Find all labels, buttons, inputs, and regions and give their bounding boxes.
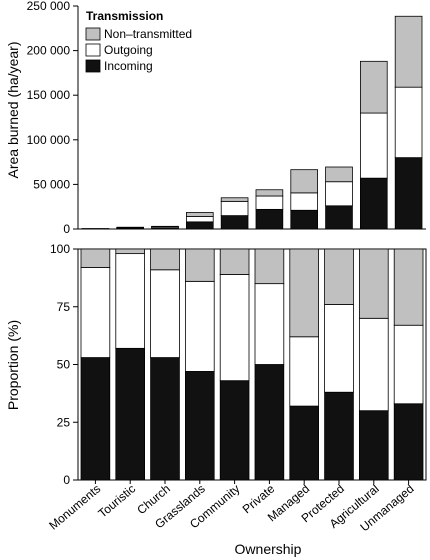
bottom-bar-grasslands-non-transmitted [184, 248, 215, 282]
bottom-bar-church-non-transmitted [150, 248, 180, 271]
top-bar-community-non-transmitted [220, 197, 249, 202]
top-panel-area-burned: 0 50 000 100 000 150 000 200 000 250 000 [27, 0, 426, 236]
bottom-bar-agricultural-outgoing [358, 317, 389, 412]
bottom-y-tick-label: 75 [57, 300, 71, 314]
top-bar-protected-non-transmitted [325, 166, 353, 183]
legend-label-incoming: Incoming [104, 59, 153, 73]
top-bar-unmanaged-non-transmitted [394, 15, 423, 88]
legend-swatch-outgoing [85, 43, 101, 57]
top-y-tick-label: 0 [63, 222, 70, 236]
bottom-y-tick-label: 0 [63, 473, 70, 487]
bottom-bar-unmanaged-outgoing [393, 324, 424, 405]
bottom-bar-managed-non-transmitted [289, 248, 319, 338]
top-bar-protected-incoming [325, 205, 353, 230]
top-bar-agricultural-non-transmitted [359, 60, 388, 114]
bottom-panel-proportion: 0255075100MonumentsTouristicChurchGrassl… [46, 242, 427, 534]
legend-swatch-non-transmitted [85, 27, 101, 41]
top-bar-unmanaged-outgoing [394, 86, 423, 159]
top-bar-community-outgoing [220, 200, 249, 217]
bottom-bar-monuments-outgoing [80, 267, 111, 358]
bottom-bar-managed-outgoing [289, 336, 319, 407]
bottom-bar-grasslands-outgoing [184, 280, 215, 372]
bottom-bar-touristic-non-transmitted [115, 248, 146, 255]
bottom-bar-community-non-transmitted [219, 248, 250, 275]
bottom-bar-community-incoming [219, 380, 250, 481]
bottom-bar-protected-non-transmitted [324, 248, 354, 305]
top-y-tick-label: 250 000 [27, 0, 71, 13]
bottom-bar-protected-incoming [324, 391, 354, 481]
top-bar-community-incoming [220, 215, 249, 230]
bottom-bar-private-outgoing [254, 283, 285, 365]
top-bar-grasslands-outgoing [185, 216, 214, 223]
x-tick-label-touristic: Touristic [95, 482, 138, 521]
bottom-bar-agricultural-non-transmitted [358, 248, 389, 319]
y-axis-label-proportion: Proportion (%) [5, 320, 21, 410]
top-bar-private-non-transmitted [255, 189, 284, 197]
bottom-bar-protected-outgoing [324, 304, 354, 393]
legend-title: Transmission [86, 9, 163, 23]
bottom-bar-touristic-outgoing [115, 253, 146, 349]
legend-swatch-incoming [85, 59, 101, 73]
bottom-y-tick-label: 100 [50, 242, 70, 256]
top-bar-protected-outgoing [325, 181, 353, 207]
x-tick-label-monuments: Monuments [46, 482, 103, 533]
top-bar-agricultural-incoming [359, 177, 388, 230]
x-axis-label-ownership: Ownership [235, 541, 302, 557]
bottom-bar-monuments-non-transmitted [80, 248, 111, 268]
top-bar-managed-incoming [290, 209, 318, 230]
top-bar-grasslands-incoming [185, 221, 214, 230]
bottom-bar-monuments-incoming [80, 357, 111, 481]
bottom-bar-unmanaged-non-transmitted [393, 248, 424, 326]
bottom-bar-touristic-incoming [115, 347, 146, 481]
bottom-bar-unmanaged-incoming [393, 403, 424, 481]
legend-label-outgoing: Outgoing [104, 43, 153, 57]
top-y-tick-label: 50 000 [33, 177, 70, 191]
bottom-bar-private-non-transmitted [254, 248, 285, 285]
top-y-tick-label: 150 000 [27, 88, 71, 102]
legend: Transmission Non–transmitted Outgoing Incom… [85, 9, 192, 73]
bottom-bar-grasslands-incoming [184, 371, 215, 481]
bottom-bar-agricultural-incoming [358, 410, 389, 481]
top-y-tick-label: 200 000 [27, 44, 71, 58]
bottom-y-tick-label: 50 [57, 358, 71, 372]
bottom-bar-church-outgoing [150, 269, 180, 358]
top-bar-managed-outgoing [290, 192, 318, 211]
y-axis-label-area: Area burned (ha/year) [5, 42, 21, 179]
top-bar-private-incoming [255, 208, 284, 230]
top-bar-grasslands-non-transmitted [185, 212, 214, 217]
bottom-bar-church-incoming [150, 357, 180, 481]
top-bar-managed-non-transmitted [290, 169, 318, 194]
top-bar-unmanaged-incoming [394, 157, 423, 230]
legend-label-non-transmitted: Non–transmitted [104, 27, 192, 41]
top-bar-agricultural-outgoing [359, 112, 388, 179]
top-y-tick-label: 100 000 [27, 133, 71, 147]
bottom-bar-community-outgoing [219, 274, 250, 382]
bottom-bar-managed-incoming [289, 405, 319, 481]
top-bar-private-outgoing [255, 195, 284, 210]
bottom-bar-private-incoming [254, 364, 285, 481]
bottom-y-tick-label: 25 [57, 415, 71, 429]
